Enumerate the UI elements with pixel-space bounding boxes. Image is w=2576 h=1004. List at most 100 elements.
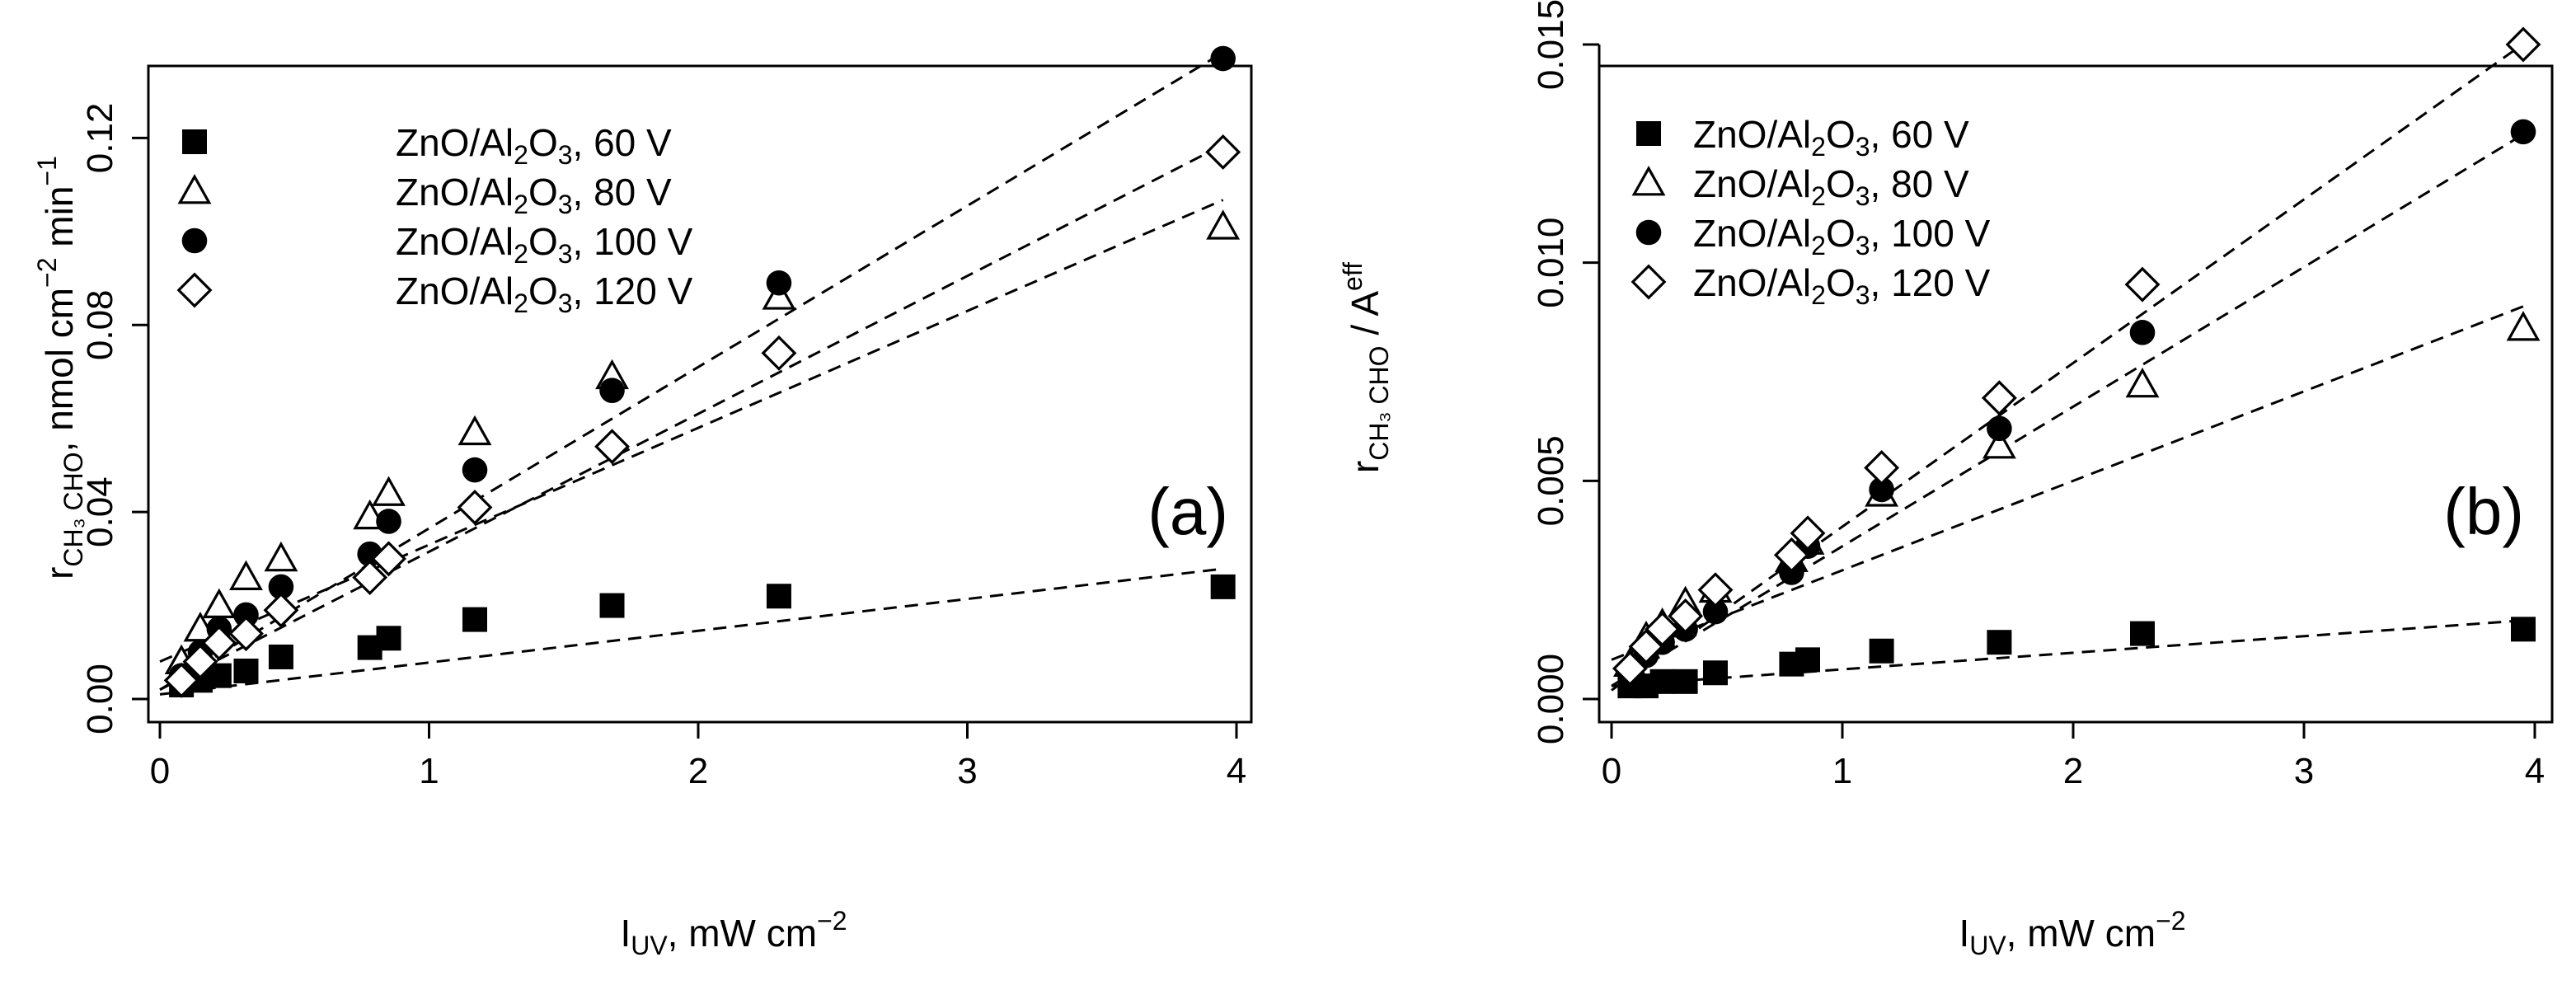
y-tick-label: 0.000 bbox=[1531, 654, 1571, 744]
legend-marker bbox=[176, 272, 213, 308]
y-tick-label: 0.12 bbox=[80, 103, 120, 174]
data-point bbox=[371, 541, 406, 577]
data-point bbox=[268, 574, 294, 600]
legend-entry: ZnO/Al2O3, 80 V bbox=[1693, 162, 1969, 211]
data-point bbox=[263, 592, 299, 628]
data-point bbox=[2130, 621, 2155, 646]
fit-line-series-1 bbox=[1611, 619, 2524, 687]
legend-marker bbox=[177, 174, 212, 204]
series-4 bbox=[163, 134, 1241, 698]
legend-marker bbox=[181, 228, 208, 254]
data-point bbox=[1649, 669, 1675, 694]
data-point bbox=[1673, 669, 1698, 694]
series-2 bbox=[164, 209, 1241, 675]
panel-label: (b) bbox=[2443, 475, 2524, 548]
fit-line-series-4 bbox=[159, 143, 1224, 691]
data-point bbox=[182, 644, 218, 680]
data-point bbox=[1205, 134, 1241, 170]
data-point bbox=[1206, 209, 1241, 240]
data-point bbox=[766, 584, 791, 609]
data-point bbox=[264, 541, 298, 572]
x-tick-label: 1 bbox=[1832, 751, 1852, 791]
x-axis-title: IUV, mW cm−2 bbox=[1959, 906, 2185, 960]
data-point bbox=[229, 560, 263, 590]
data-point bbox=[1612, 650, 1648, 687]
data-point bbox=[1869, 476, 1894, 503]
panel-a: 0 1 2 3 40.000.040.080.12 ZnO/Al2O3, 60 VZnO/… bbox=[32, 45, 1253, 960]
x-tick-label: 3 bbox=[957, 751, 977, 791]
x-tick-label: 1 bbox=[419, 751, 439, 791]
legend-entry: ZnO/Al2O3, 60 V bbox=[396, 121, 672, 170]
data-point bbox=[2510, 119, 2536, 145]
data-point bbox=[594, 429, 630, 465]
y-tick-label: 0.08 bbox=[80, 289, 120, 360]
legend-entry: ZnO/Al2O3, 60 V bbox=[1693, 113, 1969, 162]
data-point bbox=[761, 335, 797, 371]
y-tick-label: 0.015 bbox=[1531, 0, 1571, 90]
panel-label: (a) bbox=[1147, 475, 1228, 548]
x-tick-label: 3 bbox=[2294, 751, 2314, 791]
data-point bbox=[457, 490, 493, 525]
legend-marker bbox=[1631, 264, 1667, 300]
data-point bbox=[2125, 367, 2160, 398]
fit-line-series-2 bbox=[1611, 305, 2524, 661]
data-point bbox=[462, 607, 488, 632]
legend-entry: ZnO/Al2O3, 100 V bbox=[396, 220, 693, 269]
data-point bbox=[372, 476, 406, 506]
data-point bbox=[233, 658, 259, 683]
fit-line-series-3 bbox=[159, 51, 1224, 691]
data-point bbox=[376, 509, 401, 534]
data-point bbox=[2506, 311, 2541, 341]
data-point bbox=[599, 378, 625, 403]
x-axis-title: IUV, mW cm−2 bbox=[620, 906, 847, 960]
panel-b: 0 1 2 3 4 0.000 0.005 0.010 0.015 ZnO/Al2O3, 60 V… bbox=[1338, 0, 2554, 960]
data-point bbox=[376, 626, 401, 651]
data-point bbox=[1210, 45, 1236, 72]
data-point bbox=[1987, 630, 2012, 655]
y-tick-label: 0.00 bbox=[80, 664, 120, 734]
series-4 bbox=[1612, 26, 2541, 687]
y-tick-label: 0.005 bbox=[1531, 435, 1571, 526]
data-point bbox=[1790, 515, 1826, 551]
y-tick-label: 0.04 bbox=[80, 476, 120, 547]
data-point bbox=[163, 662, 199, 698]
series-1 bbox=[1617, 617, 2536, 699]
data-point bbox=[2511, 617, 2536, 642]
fit-line-series-4 bbox=[1611, 43, 2524, 692]
y-axis-title: rCH₃ CHO / Aeff bbox=[1338, 262, 1394, 473]
data-point bbox=[599, 593, 625, 618]
legend-marker bbox=[182, 129, 207, 154]
data-point bbox=[202, 588, 237, 618]
data-point bbox=[1703, 660, 1728, 686]
data-point bbox=[766, 270, 792, 296]
series-2 bbox=[1612, 311, 2541, 678]
data-point bbox=[1645, 611, 1681, 647]
legend-marker bbox=[1636, 121, 1661, 146]
data-point bbox=[2124, 266, 2161, 303]
data-point bbox=[1697, 572, 1734, 608]
x-tick-label: 4 bbox=[2525, 751, 2545, 791]
x-tick-label: 0 bbox=[1602, 751, 1621, 791]
data-point bbox=[1628, 629, 1664, 664]
data-point bbox=[352, 560, 388, 596]
data-point bbox=[1864, 449, 1900, 486]
data-point bbox=[1869, 638, 1894, 664]
data-point bbox=[1981, 380, 2017, 416]
legend-entry: ZnO/Al2O3, 120 V bbox=[1693, 261, 1991, 310]
y-axis-title: rCH₃ CHO, nmol cm−2 min−1 bbox=[32, 156, 88, 579]
legend-entry: ZnO/Al2O3, 100 V bbox=[1693, 212, 1991, 260]
data-point bbox=[201, 625, 237, 661]
data-point bbox=[1987, 415, 2012, 442]
data-point bbox=[1795, 647, 1820, 673]
data-point bbox=[2505, 26, 2541, 63]
x-tick-label: 4 bbox=[1227, 751, 1246, 791]
x-tick-label: 2 bbox=[2063, 751, 2083, 791]
data-point bbox=[1773, 537, 1809, 573]
data-point bbox=[1668, 598, 1704, 634]
y-tick-label: 0.010 bbox=[1531, 218, 1571, 308]
x-tick-label: 2 bbox=[688, 751, 708, 791]
legend-marker bbox=[1631, 166, 1666, 196]
data-point bbox=[462, 457, 488, 483]
